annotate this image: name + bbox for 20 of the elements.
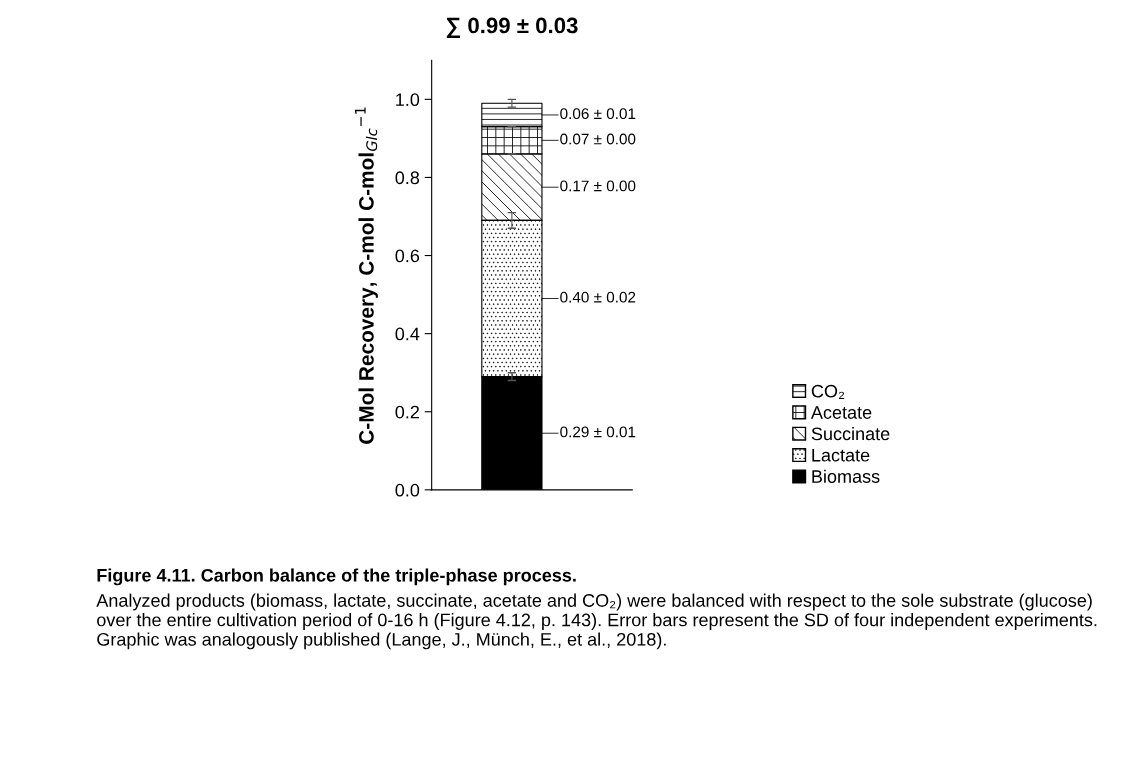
legend-label: Lactate [812,448,870,462]
text: Analyzed products (biomass, lactate, succinate, acetate and CO₂) were balanced with respect to the sole substrate (glucose) over the entire cultivation period of 0-16 h (Figure 4.12, p. 143). Error bars represent the SD of four independent experiments. Graphic was analogously published (Lange, J., Münch, E., et al., 2018). [96,593,1097,650]
data-label: 0.29 ± 0.01 [560,426,636,438]
data-label: 0.07 ± 0.00 [560,133,636,145]
y-tick-label: 0.8 [395,171,420,185]
data-label: 0.17 ± 0.00 [560,180,636,192]
y-tick-label: 0.0 [395,483,420,497]
y-tick-label: 0.4 [395,327,420,341]
data-label: 0.06 ± 0.01 [560,108,636,120]
legend-label: CO₂ [811,384,845,399]
y-tick-label: 0.2 [395,405,419,419]
data-label: 0.40 ± 0.02 [560,291,636,303]
y-tick-label: 0.6 [395,249,420,263]
y-axis-title: C-Mol Recovery, C-mol C-mol$_{Glc}$$^{−1}$ [354,107,378,444]
legend-label: Acetate [810,406,872,419]
legend-label: Biomass [812,469,880,483]
legend-label: Succinate [811,426,890,441]
total-label: ∑ 0.99 ± 0.03 [446,17,578,39]
y-tick-label: 1.0 [396,93,420,107]
caption: Figure 4.11. Carbon balance of the triple-phase process. [97,568,576,586]
